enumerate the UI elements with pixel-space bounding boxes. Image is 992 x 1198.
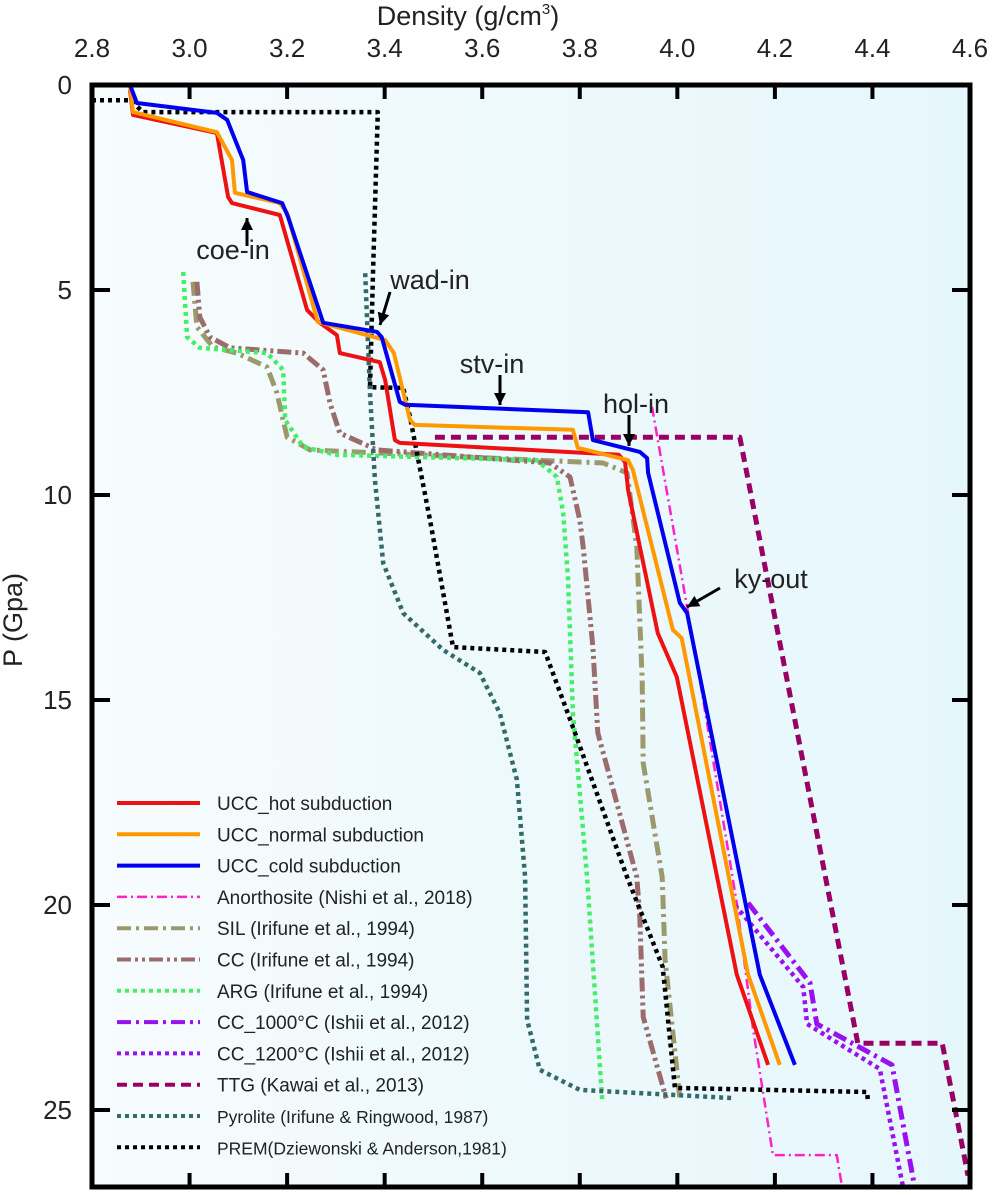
series-prem-dziewonski-anderson-1981 bbox=[92, 97, 871, 1104]
legend-item: PREM(Dziewonski & Anderson,1981) bbox=[117, 1138, 507, 1158]
legend-item: UCC_cold subduction bbox=[117, 857, 401, 878]
series-ucc-hot-subduction bbox=[128, 89, 770, 1066]
annotation-label: stv-in bbox=[460, 349, 525, 379]
annotations: coe-in wad-in stv-in hol-in ky-out bbox=[196, 218, 808, 609]
legend-item: ARG (Irifune et al., 1994) bbox=[117, 982, 428, 1003]
annotation-coe-in: coe-in bbox=[196, 218, 270, 265]
y-tick-label: 10 bbox=[43, 480, 72, 510]
legend-item: UCC_hot subduction bbox=[117, 794, 392, 815]
series-line bbox=[128, 84, 797, 1066]
plot-frame bbox=[89, 82, 973, 1190]
legend-label: UCC_hot subduction bbox=[217, 794, 392, 815]
x-tick-label: 3.2 bbox=[269, 33, 305, 63]
series-anorthosite-nishi-et-al-2018 bbox=[650, 406, 844, 1189]
series-line bbox=[746, 901, 918, 1189]
plot-background bbox=[92, 85, 970, 1187]
x-tick-label: 3.8 bbox=[562, 33, 598, 63]
y-tick-label: 20 bbox=[43, 890, 72, 920]
annotation-label: hol-in bbox=[603, 389, 669, 419]
arrowhead-icon bbox=[494, 393, 506, 405]
legend-item: SIL (Irifune et al., 1994) bbox=[117, 919, 415, 940]
x-axis-title: Density (g/cm3) bbox=[377, 1, 559, 31]
legend-label: SIL (Irifune et al., 1994) bbox=[217, 919, 415, 940]
series-layer bbox=[92, 84, 971, 1189]
arrowhead-icon bbox=[377, 311, 390, 325]
x-tick-label: 4.4 bbox=[854, 33, 890, 63]
legend-item: Anorthosite (Nishi et al., 2018) bbox=[117, 888, 473, 909]
legend-label: CC (Irifune et al., 1994) bbox=[217, 951, 414, 972]
legend-label: TTG (Kawai et al., 2013) bbox=[217, 1076, 424, 1097]
legend-item: Pyrolite (Irifune & Ringwood, 1987) bbox=[117, 1107, 488, 1127]
legend-label: UCC_normal subduction bbox=[217, 825, 424, 846]
legend-label: PREM(Dziewonski & Anderson,1981) bbox=[217, 1138, 507, 1158]
x-tick-label: 4.2 bbox=[757, 33, 793, 63]
series-arg-irifune-et-al-1994 bbox=[180, 271, 605, 1101]
series-line bbox=[128, 84, 782, 1066]
y-tick-label: 15 bbox=[43, 685, 72, 715]
legend-label: UCC_cold subduction bbox=[217, 857, 401, 878]
legend-label: CC_1000°C (Ishii et al., 2012) bbox=[217, 1013, 470, 1034]
annotation-label: wad-in bbox=[389, 265, 470, 295]
x-tick-label: 3.4 bbox=[367, 33, 403, 63]
series-line bbox=[190, 281, 683, 1099]
series-cc-irifune-et-al-1994 bbox=[194, 281, 670, 1103]
y-tick-label: 5 bbox=[58, 275, 72, 305]
legend-item: CC (Irifune et al., 1994) bbox=[117, 951, 414, 972]
legend-label: Pyrolite (Irifune & Ringwood, 1987) bbox=[217, 1107, 488, 1127]
arrowhead-icon bbox=[241, 218, 253, 230]
series-ucc-normal-subduction bbox=[128, 84, 782, 1066]
arrowhead-icon bbox=[687, 595, 701, 607]
legend: UCC_hot subduction UCC_normal subduction U… bbox=[117, 794, 507, 1158]
y-axis-title: P (Gpa) bbox=[0, 573, 28, 667]
legend-label: CC_1200°C (Ishii et al., 2012) bbox=[217, 1044, 470, 1065]
arrowhead-icon bbox=[623, 434, 635, 446]
series-ucc-cold-subduction bbox=[128, 84, 797, 1066]
legend-label: ARG (Irifune et al., 1994) bbox=[217, 982, 428, 1003]
annotation-label: ky-out bbox=[734, 564, 808, 594]
series-line bbox=[128, 89, 770, 1066]
annotation-hol-in: hol-in bbox=[603, 389, 669, 446]
legend-item: UCC_normal subduction bbox=[117, 825, 424, 846]
legend-item: CC_1200°C (Ishii et al., 2012) bbox=[117, 1044, 470, 1065]
series-line bbox=[180, 271, 605, 1101]
annotation-ky-out: ky-out bbox=[686, 564, 808, 609]
series-sil-irifune-et-al-1994 bbox=[190, 281, 683, 1099]
x-tick-label: 3.6 bbox=[464, 33, 500, 63]
series-line bbox=[650, 406, 844, 1189]
series-pyrolite-irifune-ringwood-1987 bbox=[362, 273, 734, 1101]
series-line bbox=[194, 281, 670, 1103]
x-tick-label: 4.0 bbox=[659, 33, 695, 63]
series-line bbox=[362, 273, 734, 1101]
y-tick-label: 0 bbox=[58, 70, 72, 100]
annotation-label: coe-in bbox=[196, 235, 270, 265]
legend-item: TTG (Kawai et al., 2013) bbox=[117, 1076, 424, 1097]
series-cc-1000-c-ishii-et-al-2012 bbox=[746, 901, 918, 1189]
legend-label: Anorthosite (Nishi et al., 2018) bbox=[217, 888, 473, 909]
series-line bbox=[92, 97, 871, 1104]
legend-item: CC_1000°C (Ishii et al., 2012) bbox=[117, 1013, 470, 1034]
axis-ticks: 2.8 3.0 3.2 3.4 3.6 3.8 4.0 4.2 4.4 4.6 0 5 10 15 20 25 bbox=[43, 33, 988, 1187]
annotation-stv-in: stv-in bbox=[460, 349, 525, 405]
annotation-wad-in: wad-in bbox=[377, 265, 470, 326]
x-tick-label: 3.0 bbox=[171, 33, 207, 63]
x-tick-label: 4.6 bbox=[952, 33, 988, 63]
y-tick-label: 25 bbox=[43, 1095, 72, 1125]
x-tick-label: 2.8 bbox=[74, 33, 110, 63]
